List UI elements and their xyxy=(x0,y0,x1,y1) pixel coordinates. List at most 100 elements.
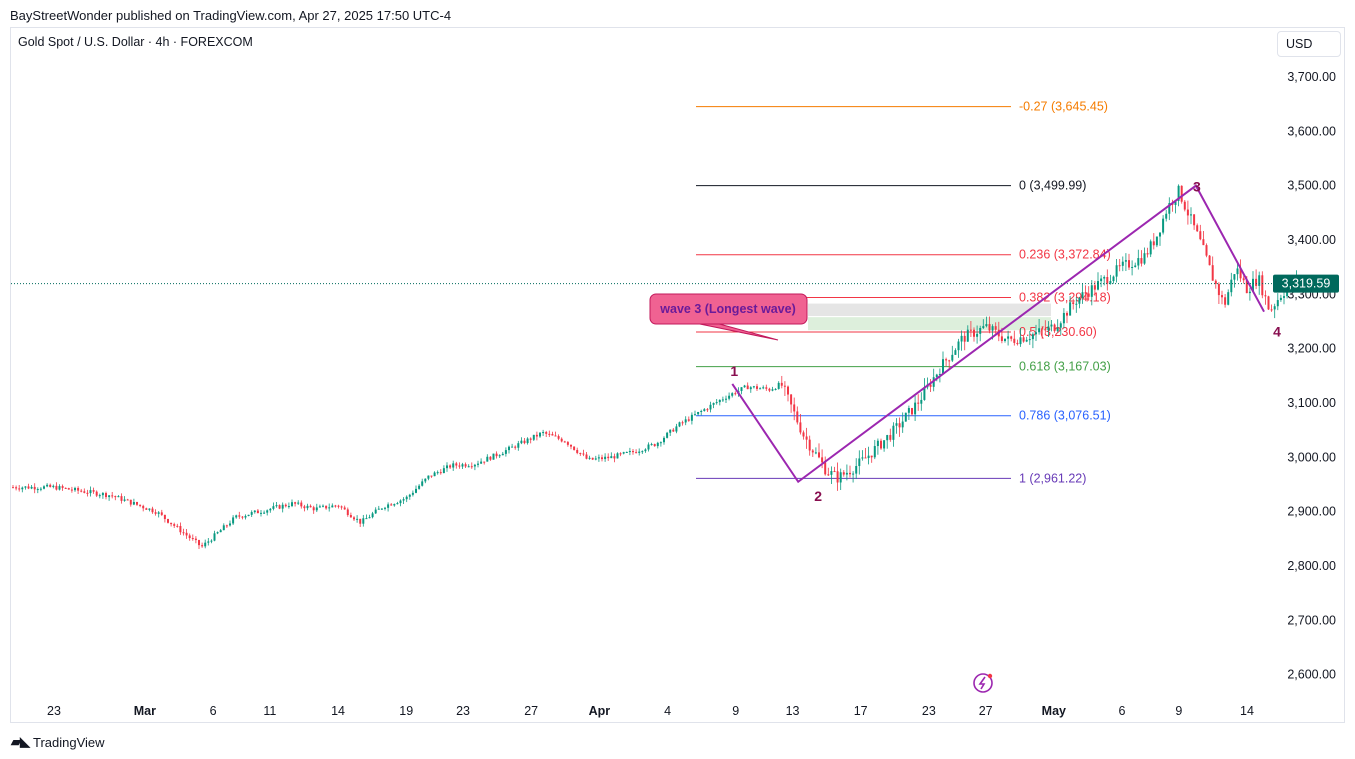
candle-body xyxy=(188,535,191,539)
candle-body xyxy=(1273,306,1276,310)
price-axis[interactable]: 3,700.003,600.003,500.003,400.003,300.00… xyxy=(1287,70,1336,682)
candle-body xyxy=(650,444,653,446)
candle-body xyxy=(886,435,889,441)
candle-body xyxy=(951,354,954,361)
publish-line: BayStreetWonder published on TradingView… xyxy=(10,8,452,23)
candle-body xyxy=(353,517,355,520)
candle-body xyxy=(461,464,464,467)
time-axis[interactable]: 23 Mar 6 11 14 19 23 27 Apr 4 9 13 17 23 27 May 6 9 14 xyxy=(47,704,1254,718)
candle-body xyxy=(576,449,579,453)
candle-body xyxy=(393,504,396,506)
wave-line[interactable] xyxy=(731,184,1265,484)
candle-body xyxy=(21,487,24,490)
candle-body xyxy=(430,475,433,477)
candle-body xyxy=(852,473,855,475)
candle-body xyxy=(644,449,647,452)
candle-body xyxy=(46,484,49,487)
tradingview-brand[interactable]: ▰◣ TradingView xyxy=(11,734,105,750)
candle-body xyxy=(604,456,607,460)
candle-body xyxy=(656,442,659,447)
candle-body xyxy=(591,457,594,460)
candle-body xyxy=(458,465,461,467)
candle-body xyxy=(67,488,70,490)
candle-body xyxy=(787,386,789,395)
x-tick-label: 27 xyxy=(524,704,538,718)
candle-body xyxy=(1004,338,1006,341)
annotation-box[interactable] xyxy=(649,293,808,325)
candle-body xyxy=(163,514,166,520)
fib-level-label: 0 (3,499.99) xyxy=(1019,179,1086,193)
candle-body xyxy=(126,499,129,501)
candle-body xyxy=(418,485,421,489)
candle-body xyxy=(1059,323,1062,328)
candle-body xyxy=(622,452,625,454)
candle-body xyxy=(1022,337,1025,342)
candle-body xyxy=(402,499,405,501)
fib-level-label: 0.618 (3,167.03) xyxy=(1019,360,1111,374)
wave-3-annotation[interactable]: wave 3 (Longest wave) xyxy=(649,293,808,341)
replay-icon[interactable] xyxy=(973,673,993,693)
candle-body xyxy=(260,512,262,514)
x-tick-label: Apr xyxy=(589,704,611,718)
candle-body xyxy=(219,530,222,533)
candle-body xyxy=(1069,302,1072,316)
candle-body xyxy=(439,472,442,474)
candle-body xyxy=(1044,329,1047,331)
candle-body xyxy=(250,512,253,515)
candle-body xyxy=(1090,285,1093,297)
candle-body xyxy=(70,489,73,491)
symbol-title[interactable]: Gold Spot / U.S. Dollar · 4h · FOREXCOM xyxy=(18,35,253,49)
candle-body xyxy=(492,453,495,460)
candle-body xyxy=(942,359,944,375)
candle-body xyxy=(1121,261,1124,266)
candle-body xyxy=(1190,214,1192,216)
candle-body xyxy=(756,386,758,389)
candle-body xyxy=(1013,338,1016,343)
candle-body xyxy=(1028,339,1031,341)
candle-body xyxy=(1010,336,1013,339)
candle-body xyxy=(889,435,892,440)
currency-button[interactable]: USD xyxy=(1277,31,1341,57)
candle-body xyxy=(1137,258,1140,266)
candle-body xyxy=(1112,276,1115,282)
candle-body xyxy=(362,518,365,524)
candle-body xyxy=(241,516,244,518)
candle-body xyxy=(811,450,814,453)
candle-body xyxy=(1242,278,1245,281)
candle-body xyxy=(194,538,197,541)
candle-body xyxy=(653,444,656,447)
candle-body xyxy=(377,508,380,510)
candle-body xyxy=(49,484,52,487)
candle-body xyxy=(1196,225,1199,232)
candle-body xyxy=(635,452,638,454)
candle-body xyxy=(281,504,284,509)
candle-body xyxy=(390,504,393,506)
candle-body xyxy=(77,487,80,491)
candle-body xyxy=(170,522,173,525)
fibonacci-retracement[interactable]: -0.27 (3,645.45) 0 (3,499.99) 0.236 (3,372… xyxy=(696,100,1111,486)
candle-body xyxy=(969,329,972,331)
annotation-text: wave 3 (Longest wave) xyxy=(659,302,795,316)
candle-body xyxy=(1230,279,1233,293)
elliott-wave-path[interactable]: 1 2 3 4 xyxy=(730,179,1281,504)
candle-body xyxy=(684,419,687,423)
candle-body xyxy=(1031,334,1034,340)
candle-body xyxy=(473,464,476,467)
candle-body xyxy=(616,453,619,459)
candle-body xyxy=(582,453,585,455)
fib-level-label: -0.27 (3,645.45) xyxy=(1019,100,1108,114)
candle-body xyxy=(470,466,473,468)
candle-body xyxy=(173,524,176,526)
candle-body xyxy=(1062,312,1065,324)
candle-body xyxy=(291,502,293,507)
candle-body xyxy=(380,508,383,510)
candle-body xyxy=(563,441,566,443)
candle-body xyxy=(1066,312,1068,316)
candle-body xyxy=(539,432,541,437)
candle-body xyxy=(64,487,67,489)
candle-body xyxy=(55,485,58,490)
candle-body xyxy=(1227,292,1230,305)
candle-body xyxy=(1168,203,1171,214)
candle-body xyxy=(1276,300,1279,307)
